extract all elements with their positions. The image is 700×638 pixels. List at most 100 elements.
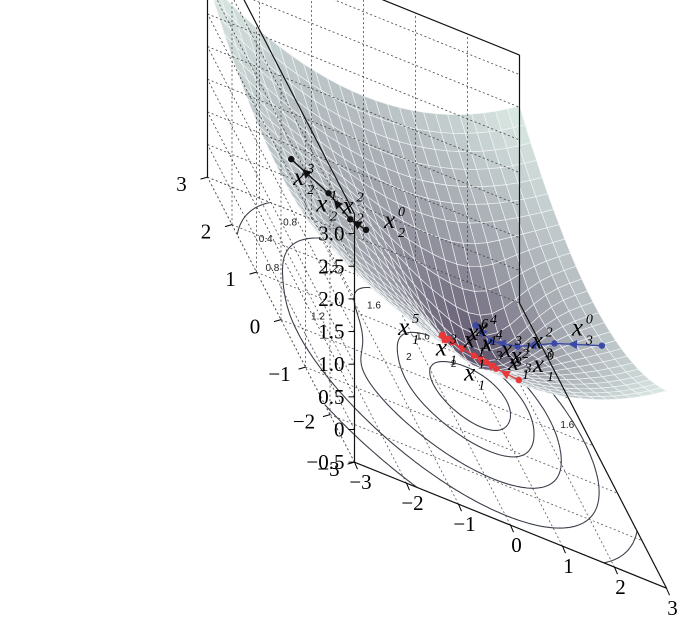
contour-label: 1.6 (367, 300, 381, 311)
x-tick-mark (614, 566, 618, 575)
point-label-main: x (463, 360, 475, 387)
y-tick-label: 0 (250, 315, 261, 339)
path3-label: x 4 3 (481, 328, 503, 364)
floor-gridline-x (311, 218, 459, 505)
point-label-sup: 0 (547, 349, 554, 364)
point-label-main: x (509, 342, 521, 369)
contour-label: 1.6 (416, 331, 430, 342)
wall-gridline-back (207, 111, 520, 239)
path1-arrow (500, 371, 511, 380)
path1-label: x 0 1 (532, 349, 554, 385)
point-label-sup: 4 (496, 328, 503, 343)
point-label-sub: 3 (523, 361, 531, 376)
y-tick-label: −3 (317, 457, 339, 481)
point-label-sub: 3 (514, 355, 522, 370)
point-label-main: x (571, 315, 583, 342)
x-tick-mark (354, 461, 358, 470)
path1-arrow (456, 344, 467, 354)
wall-gridline-back (252, 0, 520, 108)
path2-label: x 0 2 (383, 205, 405, 241)
y-tick-label: −1 (268, 362, 290, 386)
descent-paths (288, 155, 606, 384)
contour-label: 1.2 (324, 264, 338, 275)
contour-line (429, 360, 512, 431)
point-label-main: x (315, 190, 327, 217)
z-tick-label: 2.5 (318, 254, 344, 278)
x-tick-label: 0 (511, 533, 522, 557)
point-label-main: x (397, 314, 409, 341)
point-label-main: x (463, 326, 475, 353)
point-label-sup: 2 (546, 325, 553, 340)
path3-label: x 3 3 (500, 334, 522, 370)
y-tick-label: 2 (201, 220, 212, 244)
point-labels: x 01x 11x 21x 31x 41x 51 x 61x 71x 02x 12 x 22x 32x 03x… (292, 162, 593, 394)
contour-line (396, 331, 535, 458)
path1-point (438, 332, 446, 339)
path3-label: x 13 (509, 340, 531, 376)
x-tick-label: −1 (453, 512, 475, 536)
wall-gridline-left (216, 0, 355, 267)
y-tick-mark (249, 271, 257, 275)
wall-gridline-left (207, 79, 355, 365)
x-tick-mark (458, 503, 462, 512)
box-edge (518, 302, 668, 589)
path2-arrow (352, 220, 363, 230)
contour-label: 0.4 (259, 234, 273, 245)
point-label-sup: 2 (357, 190, 364, 205)
point-label-sup: 6 (481, 317, 488, 332)
floor-gridline-y (329, 414, 643, 542)
contour-label: 0.8 (265, 263, 279, 274)
wall-gridline-left (207, 111, 355, 398)
point-label-sup: 0 (398, 205, 405, 220)
z-tick-label: 0.5 (318, 385, 344, 409)
contour-label: 2 (406, 352, 412, 363)
path2-label: x 2 2 (342, 190, 364, 226)
point-label-main: x (481, 330, 493, 357)
point-label-sub: 2 (398, 226, 405, 241)
point-label-sup: 4 (490, 313, 497, 328)
path3-arrow (478, 328, 488, 338)
point-label-sub: 1 (450, 354, 457, 369)
wall-gridline-back (207, 78, 520, 206)
contour-label: 2 (451, 359, 457, 370)
z-tick-label: 1.5 (318, 320, 344, 344)
point-label-sub: 3 (545, 346, 553, 361)
point-label-sub: 2 (357, 211, 364, 226)
path3-point (598, 342, 606, 349)
y-tick-mark (322, 414, 331, 418)
point-label-main: x (507, 349, 519, 376)
path3-point (514, 343, 521, 350)
path1-arrow (486, 361, 497, 371)
y-tick-mark (273, 319, 282, 323)
point-label-sup: 3 (514, 334, 522, 349)
floor-gridline-y (305, 366, 618, 494)
path1-point (470, 352, 478, 359)
path3-point (472, 322, 479, 329)
path3-label: x 2 3 (531, 325, 553, 361)
y-tick-mark (224, 224, 233, 228)
path1-label: x 2 1 (507, 347, 529, 383)
point-label-sub: 1 (481, 338, 488, 353)
axis-ticks: −3−2−10123−3−2−10123−0.500.51.01.52.02.5… (176, 172, 678, 620)
y-tick-label: 1 (225, 267, 236, 291)
x-tick-label: 1 (563, 554, 574, 578)
point-label-sub: 1 (522, 368, 529, 383)
path1-label: x 3 1 (435, 333, 457, 369)
point-label-main: x (475, 315, 487, 342)
path1-point (482, 358, 490, 366)
x-tick-mark (406, 482, 410, 491)
point-label-main: x (342, 192, 354, 219)
point-label-sub: 3 (585, 334, 593, 349)
point-label-sub: 2 (330, 209, 337, 224)
path2-arrow (302, 169, 312, 179)
path1-point (442, 336, 449, 344)
point-label-main: x (532, 351, 544, 378)
floor-gridline-y (280, 319, 594, 447)
path2-point (288, 155, 295, 163)
floor-gridline-x (259, 197, 407, 484)
point-label-sub: 1 (478, 345, 485, 360)
path1-label: x 71 (463, 324, 486, 360)
contour-label: 1.2 (311, 312, 325, 323)
point-label-sub: 1 (547, 370, 554, 385)
surface-patch (213, 0, 226, 12)
